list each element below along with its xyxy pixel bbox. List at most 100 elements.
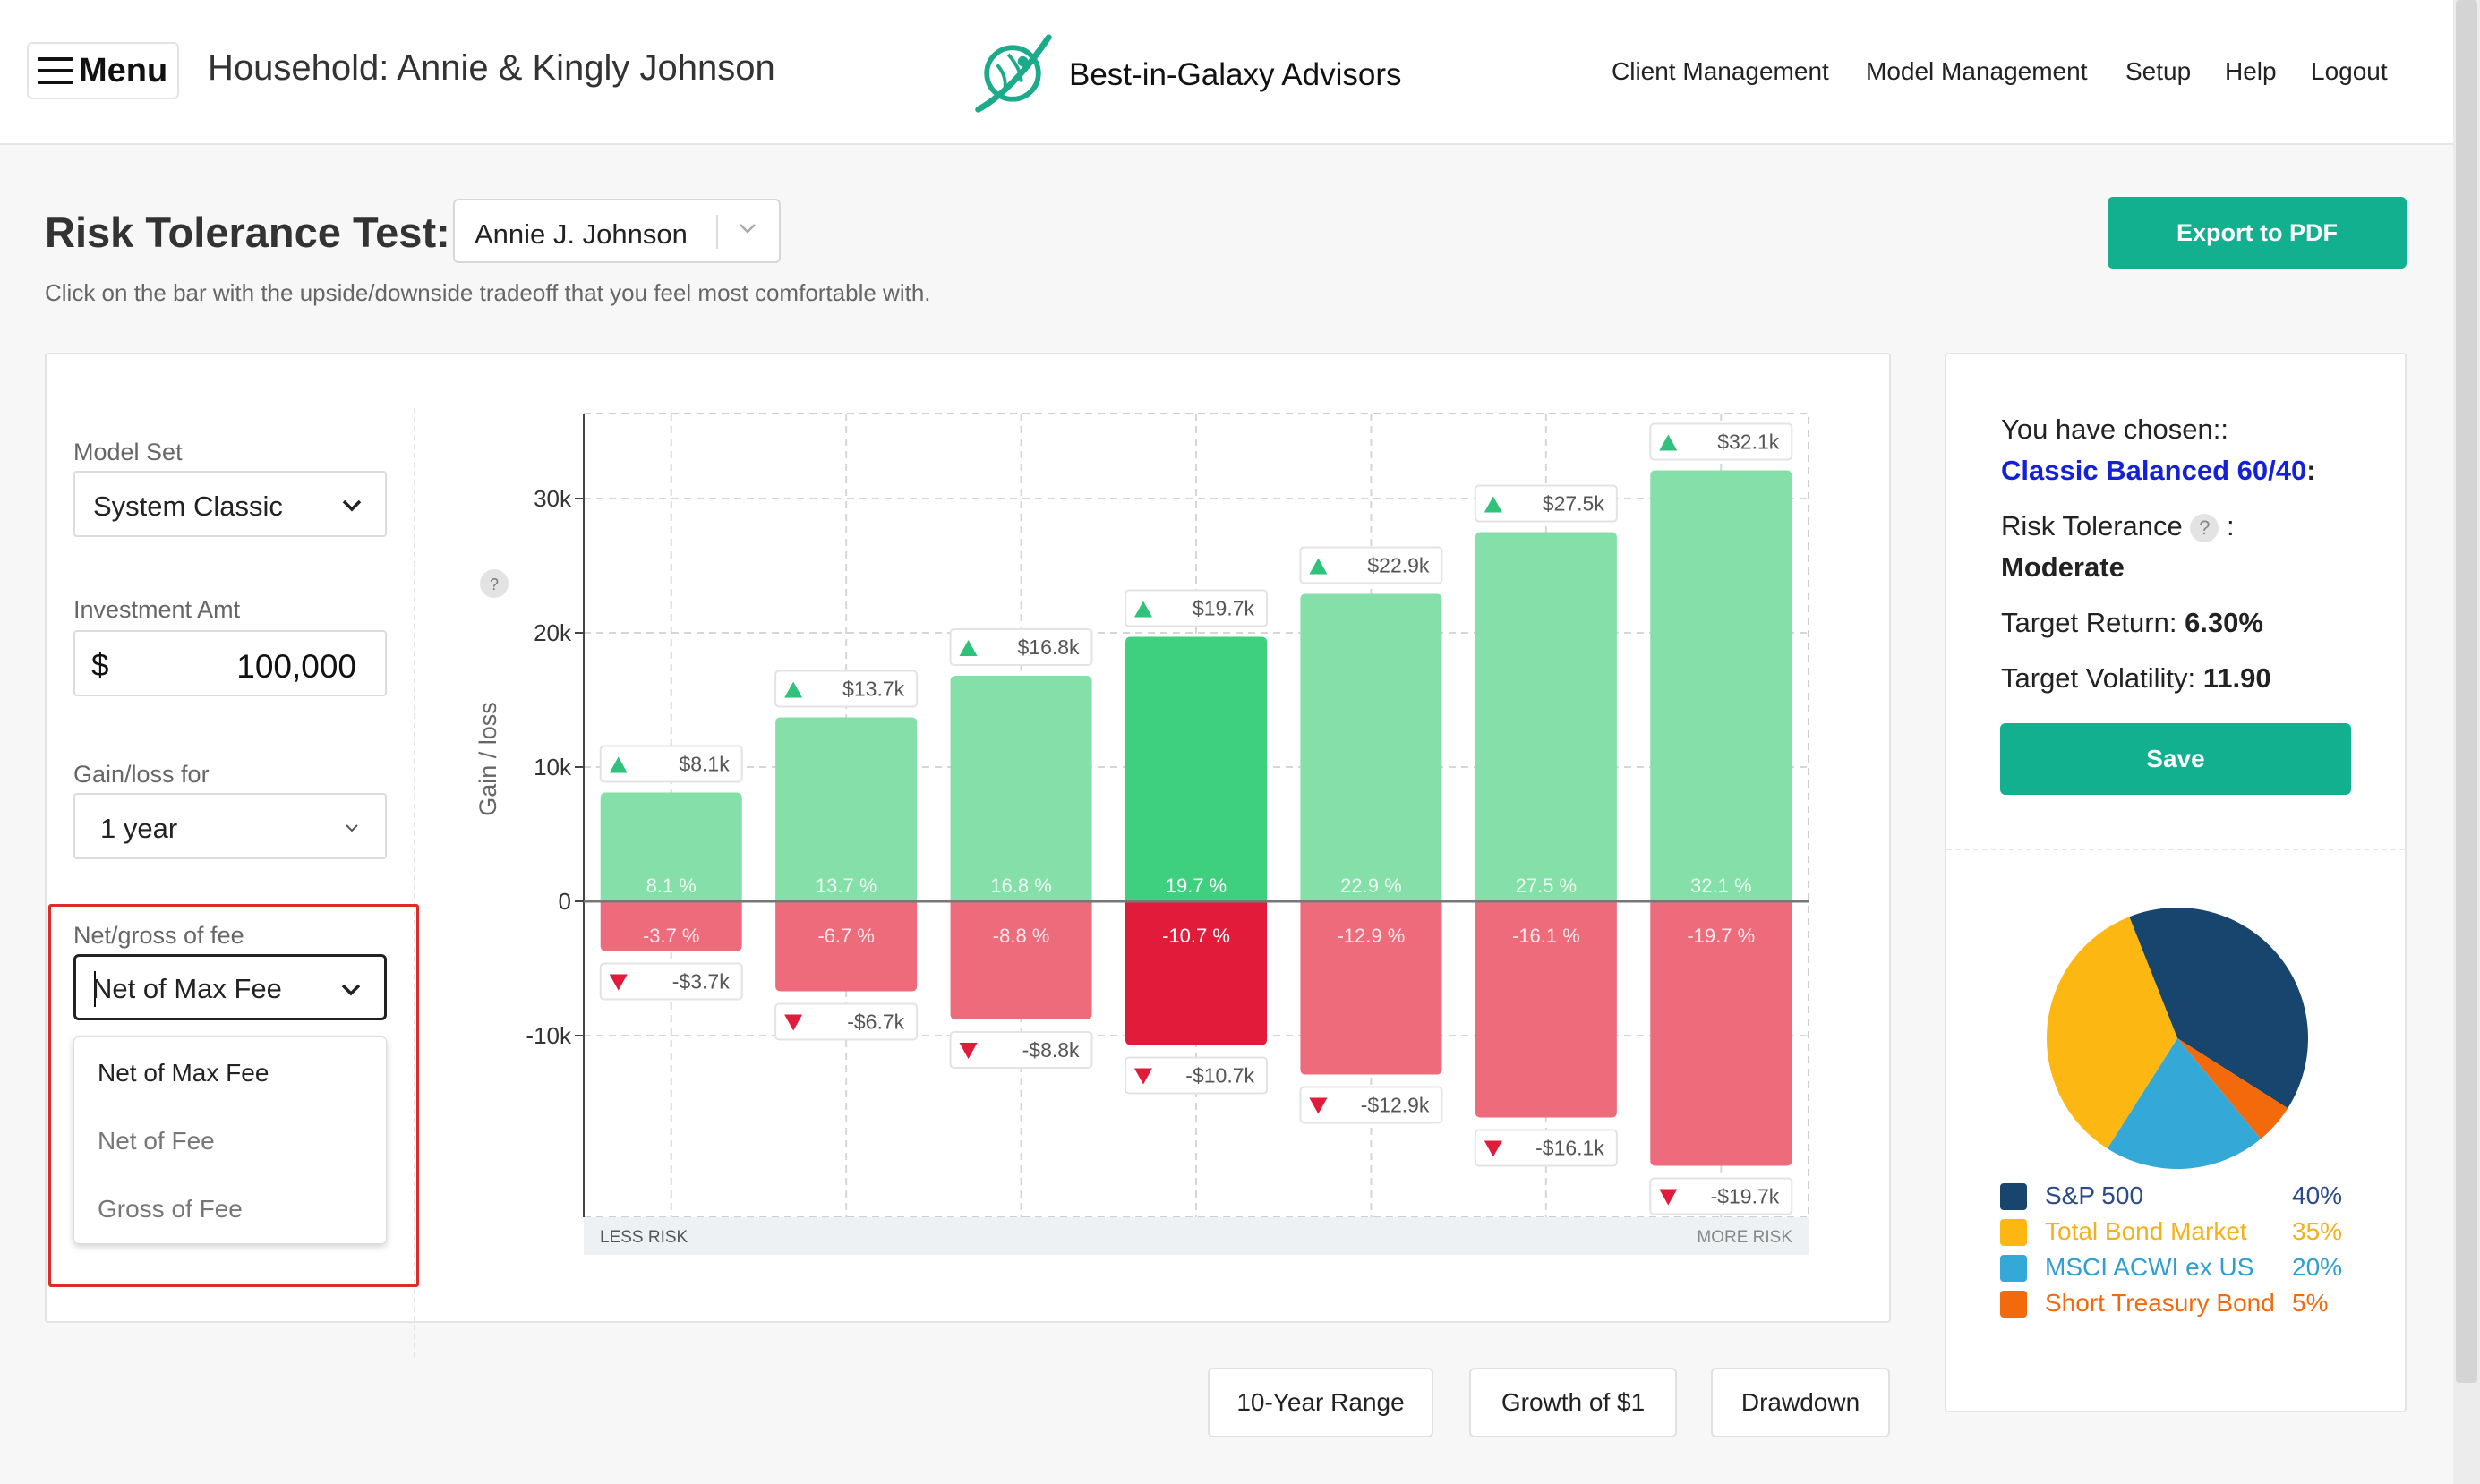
legend-item-sp500: S&P 500 40% bbox=[2000, 1180, 2343, 1210]
gain-amount-label: $19.7k bbox=[1193, 597, 1255, 620]
legend-name: Total Bond Market bbox=[2045, 1217, 2247, 1245]
loss-bar bbox=[950, 901, 1092, 1019]
up-arrow-icon bbox=[959, 640, 978, 656]
gain-amount-label: $13.7k bbox=[842, 678, 905, 701]
top-navbar: Menu Household: Annie & Kingly Johnson B… bbox=[0, 0, 2453, 145]
chevron-down-icon bbox=[346, 824, 358, 832]
target-return-value: 6.30% bbox=[2185, 607, 2263, 638]
chosen-model-colon: : bbox=[2306, 455, 2316, 486]
gain-loss-label: Gain/loss for bbox=[73, 761, 210, 788]
loss-label-box bbox=[1125, 1056, 1268, 1095]
nav-model-management[interactable]: Model Management bbox=[1866, 57, 2088, 85]
legend-pct: 20% bbox=[2292, 1253, 2343, 1281]
more-risk-label: MORE RISK bbox=[1697, 1228, 1792, 1247]
growth-of-1-button[interactable]: Growth of $1 bbox=[1469, 1368, 1677, 1437]
investment-amt-input[interactable]: $ 100,000 bbox=[73, 630, 387, 696]
down-arrow-icon bbox=[1659, 1189, 1678, 1206]
fee-option-net-of-fee[interactable]: Net of Fee bbox=[98, 1127, 215, 1155]
gain-bar bbox=[950, 676, 1092, 901]
legend-swatch bbox=[2000, 1219, 2027, 1246]
loss-label-box bbox=[949, 1031, 1093, 1069]
legend-name: MSCI ACWI ex US bbox=[2045, 1253, 2254, 1281]
target-return-row: Target Return: 6.30% bbox=[2001, 607, 2263, 639]
save-button[interactable]: Save bbox=[2000, 723, 2351, 795]
form-divider bbox=[414, 408, 415, 1357]
less-risk-label: LESS RISK bbox=[600, 1228, 688, 1247]
down-arrow-icon bbox=[1134, 1068, 1152, 1085]
legend-swatch bbox=[2000, 1291, 2027, 1318]
pie-slice bbox=[2047, 917, 2177, 1149]
up-arrow-icon bbox=[1134, 601, 1152, 618]
gain-loss-select[interactable]: 1 year bbox=[73, 793, 387, 859]
loss-bar bbox=[1475, 901, 1617, 1118]
up-arrow-icon bbox=[1484, 496, 1502, 513]
planet-logo-icon bbox=[975, 34, 1052, 113]
page-scrollbar[interactable] bbox=[2453, 0, 2480, 1484]
summary-divider bbox=[1946, 849, 2405, 850]
y-tick-label: 0 bbox=[559, 888, 571, 915]
up-arrow-icon bbox=[784, 681, 803, 698]
drawdown-button[interactable]: Drawdown bbox=[1711, 1368, 1890, 1437]
model-set-select[interactable]: System Classic bbox=[73, 471, 387, 537]
help-icon bbox=[480, 569, 509, 598]
gain-pct-label: 16.8 % bbox=[990, 874, 1052, 897]
nav-client-management[interactable]: Client Management bbox=[1612, 57, 1829, 85]
investment-amt-value: 100,000 bbox=[236, 648, 356, 685]
nav-help[interactable]: Help bbox=[2225, 57, 2277, 85]
gain-amount-label: $16.8k bbox=[1018, 635, 1081, 659]
gain-loss-value: 1 year bbox=[100, 813, 178, 844]
legend-item-total-bond: Total Bond Market 35% bbox=[2000, 1215, 2343, 1246]
gain-pct-label: 8.1 % bbox=[646, 874, 697, 897]
legend-swatch bbox=[2000, 1183, 2027, 1210]
person-select-value: Annie J. Johnson bbox=[475, 218, 688, 250]
instructions-text: Click on the bar with the upside/downsid… bbox=[45, 279, 931, 306]
up-arrow-icon bbox=[1309, 558, 1328, 575]
chosen-model: Classic Balanced 60/40: bbox=[2001, 455, 2316, 487]
legend-item-msci: MSCI ACWI ex US 20% bbox=[2000, 1251, 2343, 1282]
fee-select-value: Net of Max Fee bbox=[92, 973, 282, 1004]
gain-pct-label: 32.1 % bbox=[1690, 874, 1752, 897]
gain-amount-label: $22.9k bbox=[1367, 554, 1430, 577]
legend-name: S&P 500 bbox=[2045, 1181, 2144, 1209]
chart-bars bbox=[600, 470, 1792, 1166]
scrollbar-thumb[interactable] bbox=[2456, 0, 2477, 1383]
target-volatility-row: Target Volatility: 11.90 bbox=[2001, 662, 2271, 695]
loss-pct-label: -6.7 % bbox=[817, 925, 875, 947]
loss-amount-label: -$16.1k bbox=[1535, 1137, 1604, 1160]
gain-label-box bbox=[1299, 546, 1443, 584]
loss-label-box bbox=[1649, 1177, 1793, 1215]
legend-pct: 35% bbox=[2292, 1217, 2343, 1245]
gain-amount-label: $8.1k bbox=[679, 753, 730, 776]
fee-highlight-box bbox=[48, 904, 419, 1287]
down-arrow-icon bbox=[959, 1043, 978, 1059]
menu-button[interactable]: Menu bbox=[27, 42, 179, 99]
chosen-model-name[interactable]: Classic Balanced 60/40 bbox=[2001, 455, 2307, 486]
gain-pct-label: 19.7 % bbox=[1166, 874, 1227, 897]
nav-logout[interactable]: Logout bbox=[2311, 57, 2388, 85]
legend-pct: 40% bbox=[2292, 1181, 2343, 1209]
loss-bar bbox=[775, 901, 918, 992]
risk-tolerance-row: Risk Tolerance ? : bbox=[2001, 510, 2235, 542]
down-arrow-icon bbox=[609, 974, 628, 991]
loss-amount-label: -$6.7k bbox=[847, 1011, 904, 1034]
fee-option-net-of-max-fee[interactable]: Net of Max Fee bbox=[98, 1059, 269, 1087]
hamburger-icon bbox=[38, 57, 73, 84]
ten-year-range-button[interactable]: 10-Year Range bbox=[1208, 1368, 1433, 1437]
loss-bar bbox=[600, 901, 742, 951]
gain-bar bbox=[600, 792, 742, 901]
person-select[interactable]: Annie J. Johnson bbox=[453, 199, 781, 263]
household-title: Household: Annie & Kingly Johnson bbox=[208, 48, 775, 88]
nav-setup[interactable]: Setup bbox=[2125, 57, 2192, 85]
help-icon[interactable]: ? bbox=[2190, 513, 2219, 542]
risk-bar-chart: LESS RISK MORE RISK 30k 20k 10k 0 -10k Gain / … bbox=[475, 413, 1809, 1255]
fee-select[interactable]: Net of Max Fee bbox=[73, 954, 387, 1020]
gain-bar bbox=[775, 717, 918, 901]
loss-amount-label: -$3.7k bbox=[672, 970, 730, 994]
target-volatility-value: 11.90 bbox=[2202, 662, 2271, 694]
help-icon-glyph: ? bbox=[490, 576, 499, 593]
y-tick-label: 20k bbox=[534, 619, 572, 646]
fee-option-gross-of-fee[interactable]: Gross of Fee bbox=[98, 1195, 243, 1223]
legend-pct: 5% bbox=[2292, 1289, 2329, 1317]
chevron-down-icon bbox=[740, 224, 756, 234]
export-pdf-button[interactable]: Export to PDF bbox=[2108, 197, 2407, 269]
